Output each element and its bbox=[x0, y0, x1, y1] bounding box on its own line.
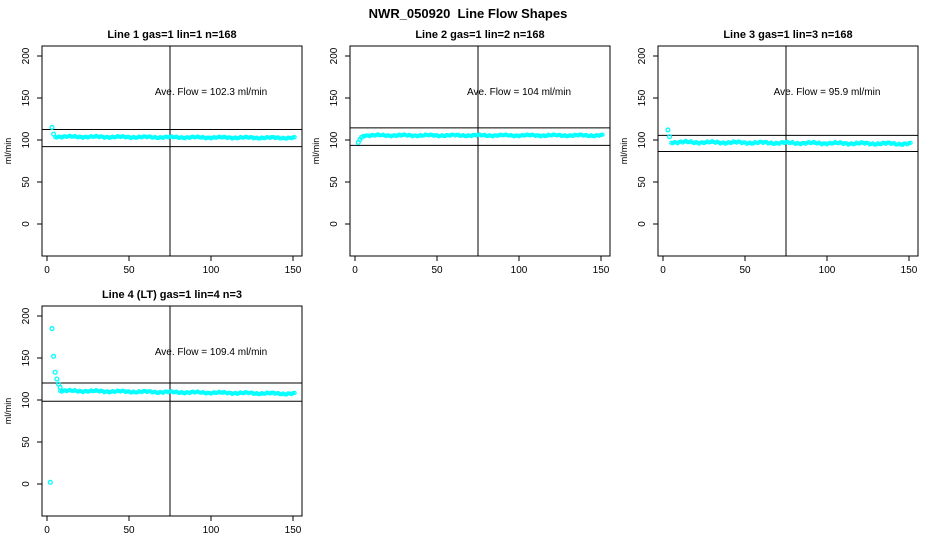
data-point bbox=[51, 353, 57, 359]
y-tick-label: 50 bbox=[21, 436, 32, 448]
data-point bbox=[112, 389, 117, 394]
y-tick-label: 100 bbox=[21, 391, 32, 408]
panel-title: Line 2 gas=1 lin=2 n=168 bbox=[415, 29, 544, 41]
y-tick-label: 0 bbox=[329, 221, 340, 227]
y-axis-label: ml/min bbox=[311, 138, 321, 165]
y-tick-label: 0 bbox=[21, 481, 32, 487]
data-point bbox=[49, 326, 55, 332]
panel-2 bbox=[345, 45, 611, 261]
x-tick-label: 150 bbox=[901, 265, 918, 276]
data-point bbox=[54, 376, 60, 382]
data-point bbox=[556, 132, 561, 137]
x-tick-label: 100 bbox=[511, 265, 528, 276]
ave-flow-annotation: Ave. Flow = 102.3 ml/min bbox=[155, 87, 267, 98]
x-tick-label: 100 bbox=[203, 265, 220, 276]
y-tick-label: 50 bbox=[21, 176, 32, 188]
data-point bbox=[112, 135, 117, 140]
data-point bbox=[908, 140, 913, 145]
data-point bbox=[248, 135, 253, 140]
data-point bbox=[757, 139, 762, 144]
ave-flow-annotation: Ave. Flow = 104 ml/min bbox=[467, 87, 571, 98]
x-tick-label: 50 bbox=[123, 525, 135, 536]
y-axis-label: ml/min bbox=[3, 398, 13, 425]
data-point bbox=[248, 390, 253, 395]
data-point bbox=[762, 139, 767, 145]
ave-flow-annotation: Ave. Flow = 95.9 ml/min bbox=[774, 87, 881, 98]
data-point bbox=[877, 141, 882, 147]
data-point bbox=[749, 141, 754, 146]
y-tick-label: 50 bbox=[637, 176, 648, 188]
data-point bbox=[292, 135, 297, 140]
x-tick-label: 0 bbox=[660, 265, 666, 276]
y-tick-label: 200 bbox=[21, 47, 32, 64]
data-point bbox=[57, 384, 63, 390]
data-point bbox=[441, 133, 446, 139]
data-point bbox=[292, 390, 297, 395]
x-tick-label: 0 bbox=[44, 525, 50, 536]
y-tick-label: 100 bbox=[329, 131, 340, 148]
panel-1 bbox=[37, 45, 303, 261]
y-tick-label: 150 bbox=[637, 89, 648, 106]
y-tick-label: 200 bbox=[637, 47, 648, 64]
plot-box bbox=[41, 305, 303, 517]
x-tick-label: 150 bbox=[285, 525, 302, 536]
data-point bbox=[885, 140, 890, 145]
panel-4 bbox=[37, 305, 303, 521]
data-point bbox=[667, 134, 673, 140]
data-point bbox=[706, 140, 712, 145]
plot-box bbox=[657, 45, 919, 257]
data-point bbox=[665, 127, 671, 133]
y-tick-label: 200 bbox=[21, 307, 32, 324]
data-point bbox=[600, 132, 605, 137]
y-tick-label: 0 bbox=[637, 221, 648, 227]
x-tick-label: 50 bbox=[739, 265, 751, 276]
data-point bbox=[420, 133, 425, 138]
data-point bbox=[856, 141, 861, 146]
x-tick-label: 50 bbox=[431, 265, 443, 276]
x-tick-label: 0 bbox=[352, 265, 358, 276]
x-tick-label: 100 bbox=[203, 525, 220, 536]
x-tick-label: 150 bbox=[593, 265, 610, 276]
data-point bbox=[741, 140, 746, 145]
data-point bbox=[226, 135, 232, 140]
figure-title: NWR_050920 Line Flow Shapes bbox=[368, 6, 568, 21]
x-tick-label: 0 bbox=[44, 265, 50, 276]
panel-title: Line 3 gas=1 lin=3 n=168 bbox=[723, 29, 852, 41]
x-tick-label: 150 bbox=[285, 265, 302, 276]
plot-box bbox=[349, 45, 611, 257]
panel-3 bbox=[653, 45, 919, 261]
data-point bbox=[864, 140, 869, 145]
ave-flow-annotation: Ave. Flow = 109.4 ml/min bbox=[155, 347, 267, 358]
data-point bbox=[133, 390, 138, 395]
y-tick-label: 100 bbox=[21, 131, 32, 148]
y-tick-label: 100 bbox=[637, 131, 648, 148]
y-axis-label: ml/min bbox=[619, 138, 629, 165]
y-tick-label: 0 bbox=[21, 221, 32, 227]
data-point bbox=[47, 479, 53, 485]
panel-title: Line 1 gas=1 lin=1 n=168 bbox=[107, 29, 236, 41]
y-tick-label: 50 bbox=[329, 176, 340, 188]
panel-title: Line 4 (LT) gas=1 lin=4 n=3 bbox=[102, 289, 242, 301]
y-axis-label: ml/min bbox=[3, 138, 13, 165]
y-tick-label: 200 bbox=[329, 47, 340, 64]
data-point bbox=[52, 369, 58, 375]
x-tick-label: 100 bbox=[819, 265, 836, 276]
data-point bbox=[49, 124, 55, 130]
y-tick-label: 150 bbox=[329, 89, 340, 106]
x-tick-label: 50 bbox=[123, 265, 135, 276]
y-tick-label: 150 bbox=[21, 349, 32, 366]
data-point bbox=[226, 390, 232, 395]
y-tick-label: 150 bbox=[21, 89, 32, 106]
plot-box bbox=[41, 45, 303, 257]
